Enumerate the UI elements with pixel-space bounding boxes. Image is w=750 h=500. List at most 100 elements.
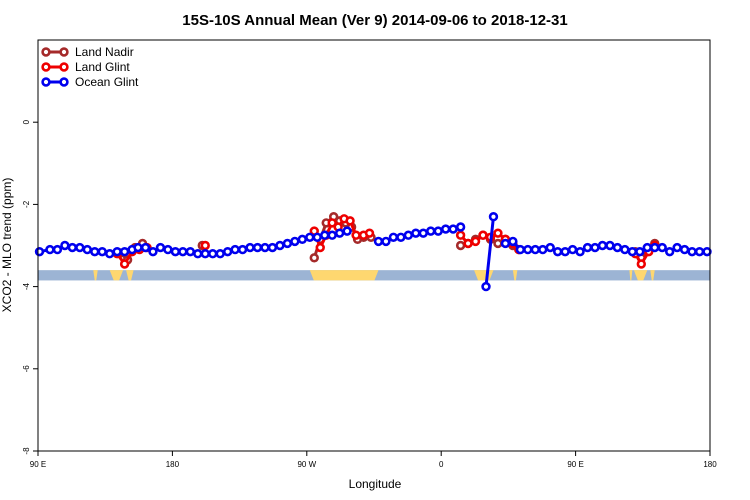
- legend-marker: [59, 77, 69, 87]
- data-point: [163, 244, 173, 255]
- data-point: [590, 242, 600, 253]
- legend-label: Land Nadir: [75, 45, 134, 59]
- land-span: [633, 270, 648, 281]
- data-point: [260, 242, 270, 253]
- land-span: [109, 270, 124, 281]
- data-point: [185, 246, 196, 257]
- data-point: [60, 240, 70, 251]
- data-point: [193, 249, 203, 259]
- data-point: [155, 242, 166, 253]
- data-point: [200, 240, 210, 251]
- x-tick-label: 90 E: [567, 460, 583, 469]
- data-point: [650, 242, 660, 253]
- data-point: [82, 244, 92, 255]
- legend-marker: [41, 77, 51, 87]
- data-point: [267, 242, 278, 253]
- data-point: [364, 228, 375, 238]
- data-point: [396, 232, 406, 242]
- legend-item: Land Glint: [41, 60, 130, 74]
- chart-title: 15S-10S Annual Mean (Ver 9) 2014-09-06 t…: [182, 12, 567, 29]
- data-point: [275, 240, 285, 251]
- plot-frame: [37, 39, 711, 452]
- land-span: [93, 270, 98, 281]
- data-point: [530, 244, 540, 255]
- data-point: [112, 246, 122, 257]
- data-point: [140, 242, 151, 253]
- data-point: [433, 226, 443, 236]
- land-span: [650, 270, 655, 281]
- data-point: [597, 240, 608, 251]
- data-point: [687, 246, 697, 257]
- data-point: [67, 242, 78, 253]
- data-point: [455, 222, 466, 232]
- data-point: [309, 253, 319, 263]
- data-point: [411, 228, 421, 238]
- data-point: [664, 246, 675, 257]
- x-tick-label: 90 W: [297, 460, 316, 469]
- data-point: [560, 246, 570, 257]
- data-point: [45, 244, 55, 255]
- data-point: [515, 244, 526, 255]
- data-point: [148, 246, 158, 257]
- data-point: [320, 230, 330, 240]
- data-point: [612, 242, 623, 253]
- data-point: [200, 249, 210, 259]
- data-point: [635, 246, 645, 257]
- data-point: [305, 232, 315, 242]
- data-point: [426, 226, 436, 236]
- land-span: [512, 270, 518, 281]
- data-point: [252, 242, 263, 253]
- x-axis-label: Longitude: [349, 477, 402, 491]
- data-point: [481, 281, 491, 292]
- data-point: [500, 238, 511, 249]
- y-axis-label: XCO2 - MLO trend (ppm): [0, 178, 14, 313]
- y-tick-label: -8: [22, 447, 31, 455]
- data-point: [620, 244, 630, 255]
- series-line: [484, 216, 495, 287]
- data-point: [493, 238, 503, 249]
- data-point: [178, 246, 188, 257]
- data-point: [552, 246, 563, 257]
- data-point: [455, 230, 466, 240]
- data-point: [245, 242, 255, 253]
- data-point: [119, 246, 130, 257]
- y-tick-label: -2: [22, 200, 31, 208]
- legend-marker: [59, 47, 69, 57]
- data-point: [97, 246, 107, 257]
- data-point: [334, 228, 345, 238]
- data-point: [90, 246, 100, 257]
- data-point: [545, 242, 555, 253]
- land-span: [126, 270, 134, 281]
- data-point: [381, 236, 391, 247]
- data-point: [642, 242, 652, 253]
- data-point: [523, 244, 533, 255]
- data-point: [508, 236, 518, 247]
- data-point: [679, 244, 690, 255]
- data-point: [440, 224, 451, 234]
- data-point: [170, 246, 181, 257]
- x-tick-label: 90 E: [30, 460, 46, 469]
- legend-item: Ocean Glint: [41, 75, 139, 89]
- data-point: [52, 244, 63, 255]
- data-point: [345, 216, 355, 226]
- data-point: [478, 230, 488, 240]
- data-point: [315, 242, 325, 253]
- data-point: [448, 224, 458, 234]
- data-point: [230, 244, 240, 255]
- x-tick-label: 180: [166, 460, 180, 469]
- data-point: [463, 238, 473, 249]
- data-point: [75, 242, 85, 253]
- surface-band: [38, 270, 710, 281]
- legend-item: Land Nadir: [41, 45, 134, 59]
- data-point: [418, 228, 428, 238]
- x-tick-label: 180: [703, 460, 717, 469]
- data-point: [694, 246, 705, 257]
- y-tick-label: -6: [22, 365, 31, 373]
- data-point: [208, 249, 218, 259]
- legend-marker: [41, 47, 51, 57]
- data-point: [636, 259, 647, 269]
- data-point: [215, 249, 225, 259]
- data-point: [657, 242, 667, 253]
